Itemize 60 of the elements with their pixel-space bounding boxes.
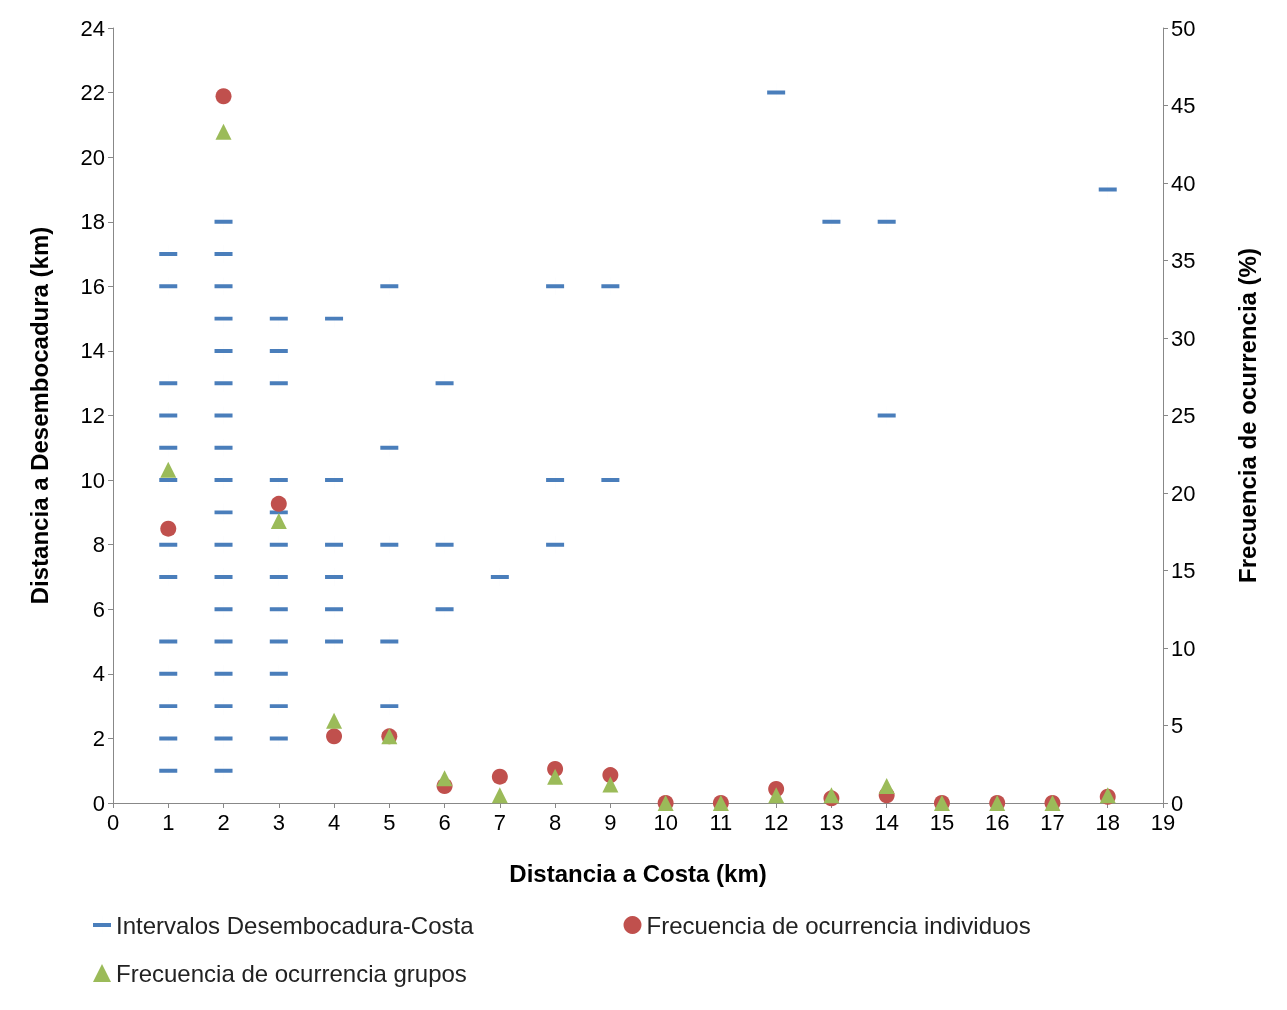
x-tick-label: 5 (383, 809, 396, 835)
point (491, 787, 508, 804)
y-tick-label: 2 (92, 725, 105, 751)
y2-tick-label: 5 (1171, 713, 1184, 738)
y-tick-label: 24 (80, 15, 105, 41)
point (768, 787, 785, 804)
x-tick-label: 2 (217, 809, 230, 835)
y2-tick-label: 20 (1171, 480, 1196, 506)
point (602, 776, 619, 793)
y2-tick-label: 50 (1171, 15, 1196, 41)
y-tick-label: 16 (80, 273, 105, 299)
point (878, 777, 895, 794)
x-tick-label: 17 (1040, 809, 1065, 835)
y2-axis-title: Frecuencia de ocurrencia (%) (1233, 248, 1261, 583)
point (547, 768, 564, 785)
x-tick-label: 7 (493, 809, 506, 835)
x-tick-label: 14 (874, 809, 899, 835)
x-tick-label: 10 (653, 809, 678, 835)
y-tick-label: 22 (80, 80, 105, 106)
x-tick-label: 3 (272, 809, 285, 835)
point (491, 768, 508, 785)
x-tick-label: 11 (709, 809, 733, 835)
x-tick-label: 9 (604, 809, 617, 835)
x-tick-label: 1 (162, 809, 175, 835)
y2-tick-label: 40 (1171, 170, 1196, 196)
y-tick-label: 0 (92, 790, 105, 816)
y-tick-label: 10 (80, 467, 105, 493)
y-tick-label: 20 (80, 144, 105, 170)
y2-tick-label: 10 (1171, 635, 1196, 661)
x-tick-label: 4 (327, 809, 341, 835)
x-tick-label: 12 (763, 809, 789, 835)
x-tick-label: 8 (548, 809, 562, 835)
point (215, 88, 232, 105)
x-tick-label: 16 (984, 809, 1010, 835)
point (215, 123, 232, 140)
point (436, 770, 453, 787)
y-axis-title: Distancia a Desembocadura (km) (25, 226, 53, 605)
legend-label: Frecuencia de ocurrencia individuos (646, 911, 1031, 939)
x-tick-label: 18 (1095, 809, 1120, 835)
point (160, 520, 177, 537)
y2-tick-label: 30 (1171, 325, 1196, 351)
x-tick-label: 6 (438, 809, 451, 835)
y-tick-label: 4 (92, 661, 105, 687)
legend-label: Intervalos Desembocadura-Costa (116, 911, 475, 939)
y-tick-label: 8 (92, 532, 105, 558)
y-tick-label: 18 (80, 209, 105, 235)
y2-tick-label: 15 (1171, 558, 1196, 583)
y2-tick-label: 35 (1171, 248, 1196, 273)
x-tick-label: 13 (819, 809, 844, 835)
y2-tick-label: 0 (1171, 790, 1184, 816)
y2-tick-label: 45 (1171, 93, 1196, 118)
legend-label: Frecuencia de ocurrencia grupos (116, 959, 467, 987)
y-tick-label: 6 (92, 596, 105, 622)
y-tick-label: 12 (80, 403, 105, 428)
point (326, 728, 343, 745)
x-tick-label: 15 (929, 809, 955, 835)
point (326, 712, 343, 729)
y-tick-label: 14 (80, 338, 105, 364)
x-axis-title: Distancia a Costa (km) (509, 859, 767, 887)
y2-tick-label: 25 (1171, 403, 1196, 428)
